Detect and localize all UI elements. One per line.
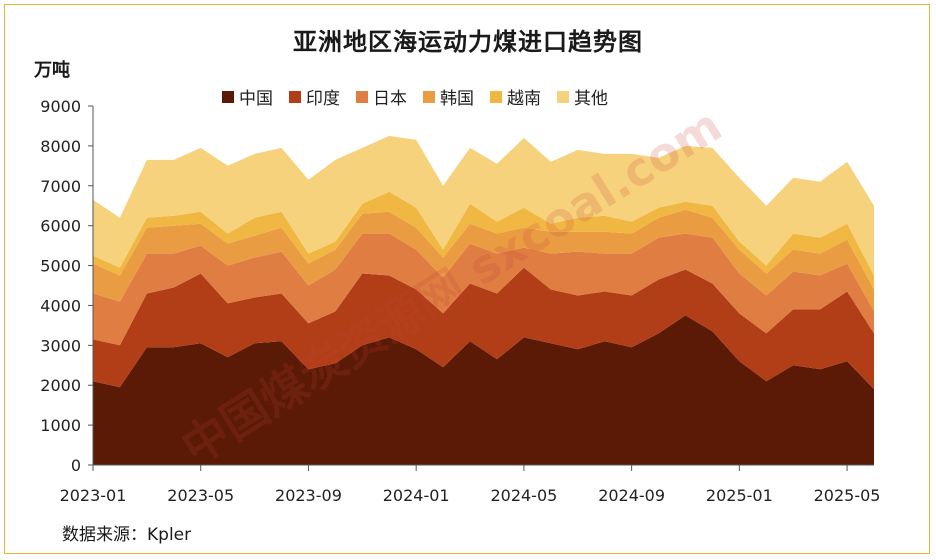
legend-label-india: 印度 xyxy=(306,89,340,109)
y-tick-label-8: 8000 xyxy=(40,137,81,156)
chart-title: 亚洲地区海运动力煤进口趋势图 xyxy=(293,28,643,56)
y-tick-label-3: 3000 xyxy=(40,336,81,355)
y-tick-label-9: 9000 xyxy=(40,97,81,116)
legend-label-korea: 韩国 xyxy=(440,89,474,109)
y-tick-label-1: 1000 xyxy=(40,416,81,435)
x-tick-label-7: 2025-05 xyxy=(814,486,881,505)
y-axis-unit-label: 万吨 xyxy=(34,60,70,81)
area-series-1 xyxy=(93,267,874,390)
legend-swatch-vietnam xyxy=(490,90,502,103)
legend-item-korea: 韩国 xyxy=(423,84,474,109)
data-source-note: 数据来源：Kpler xyxy=(62,525,192,545)
x-tick-label-4: 2024-05 xyxy=(490,486,557,505)
legend-label-other: 其他 xyxy=(574,89,608,109)
area-series-0 xyxy=(93,315,874,465)
legend-item-india: 印度 xyxy=(289,84,340,109)
legend-swatch-korea xyxy=(423,90,435,103)
x-tick-label-0: 2023-01 xyxy=(60,486,127,505)
x-tick-label-6: 2025-01 xyxy=(706,486,773,505)
legend-swatch-china xyxy=(222,90,234,103)
legend-item-china: 中国 xyxy=(222,84,273,109)
legend-label-vietnam: 越南 xyxy=(507,89,541,109)
y-tick-label-2: 2000 xyxy=(40,376,81,395)
x-tick-label-2: 2023-09 xyxy=(275,486,342,505)
area-series-2 xyxy=(93,233,874,346)
legend-swatch-japan xyxy=(356,90,368,103)
area-series-5 xyxy=(93,135,874,276)
legend-swatch-other xyxy=(557,90,569,103)
x-tick-label-5: 2024-09 xyxy=(598,486,665,505)
legend-item-vietnam: 越南 xyxy=(490,84,541,109)
y-tick-label-7: 7000 xyxy=(40,177,81,196)
area-series-3 xyxy=(93,209,874,312)
legend-label-japan: 日本 xyxy=(373,89,407,109)
x-tick-label-1: 2023-05 xyxy=(167,486,234,505)
legend-item-japan: 日本 xyxy=(356,84,407,109)
legend-item-other: 其他 xyxy=(557,84,608,109)
legend: 中国 印度 日本 韩国 越南 其他 xyxy=(222,84,624,109)
y-tick-label-6: 6000 xyxy=(40,217,81,236)
legend-label-china: 中国 xyxy=(239,89,273,109)
y-tick-label-0: 0 xyxy=(71,456,81,475)
x-tick-label-3: 2024-01 xyxy=(383,486,450,505)
y-tick-label-4: 4000 xyxy=(40,296,81,315)
y-tick-label-5: 5000 xyxy=(40,257,81,276)
legend-swatch-india xyxy=(289,90,301,103)
